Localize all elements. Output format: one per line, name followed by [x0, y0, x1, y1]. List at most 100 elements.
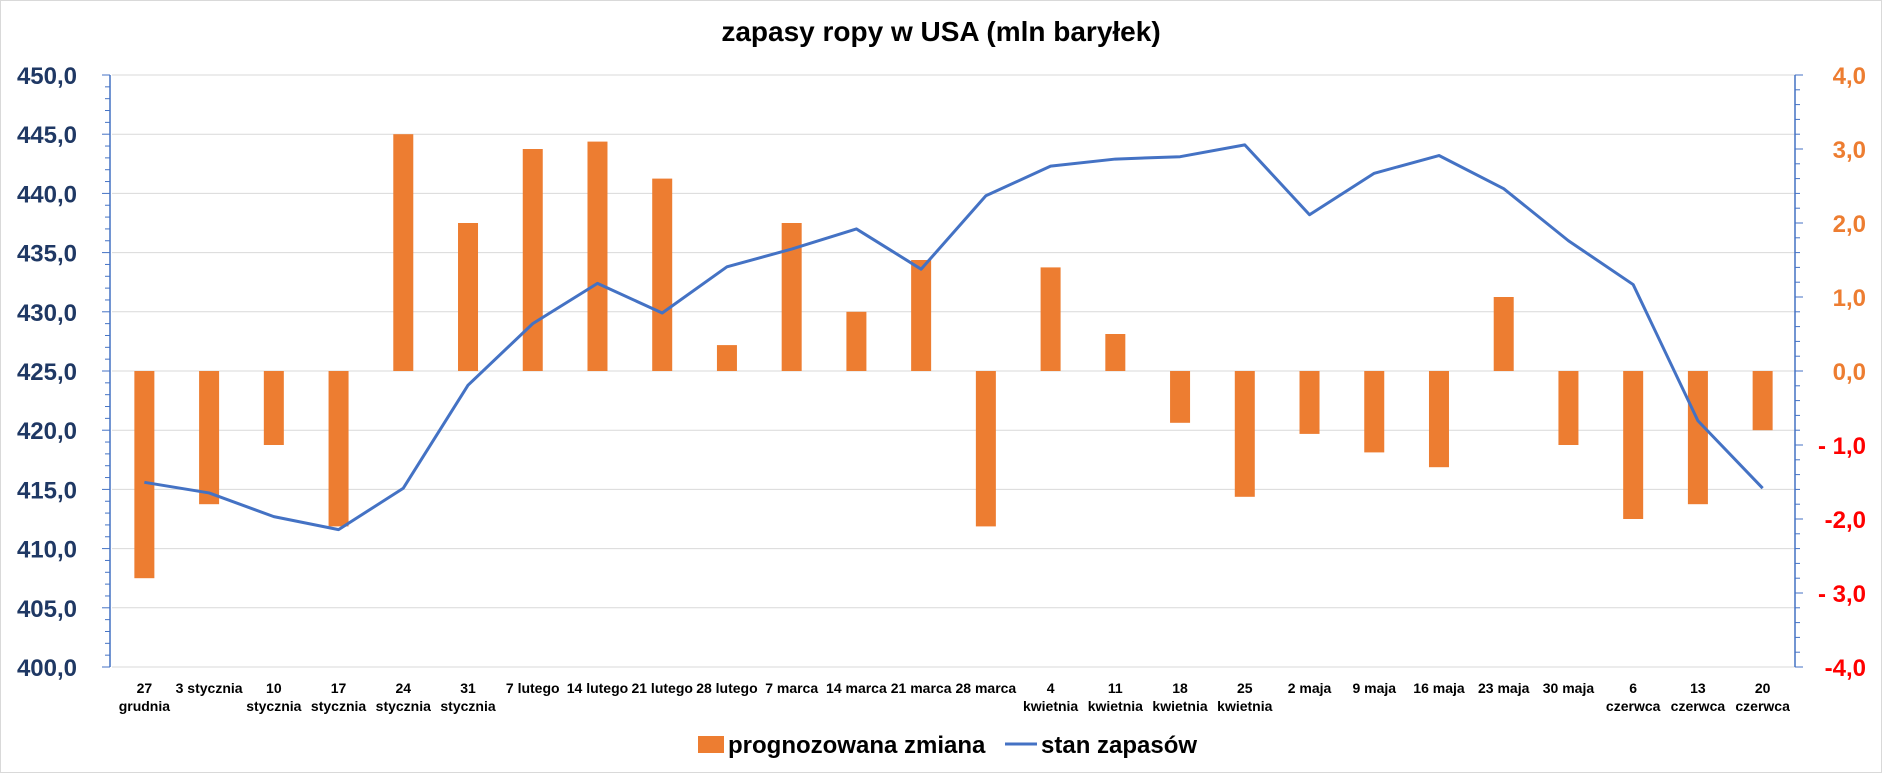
y-left-tick-label: 410,0 [17, 537, 77, 564]
bar-prognozowana-zmiana [1687, 371, 1708, 505]
x-tick-label: 13 czerwca [1671, 680, 1726, 714]
y-right-tick-label: 3,0 [1833, 137, 1866, 164]
line-stan-zapasow [144, 143, 1764, 532]
bar-prognozowana-zmiana [1299, 371, 1320, 434]
bar-prognozowana-zmiana [1493, 297, 1514, 371]
x-tick-label: 3 stycznia [176, 680, 243, 696]
bar-prognozowana-zmiana [1170, 371, 1191, 423]
x-tick-label-line: 28 marca [956, 680, 1017, 696]
x-tick-label-line: 21 lutego [631, 680, 692, 696]
y-right-tick-label: - 3,0 [1818, 581, 1866, 608]
bar-prognozowana-zmiana [263, 371, 284, 445]
x-tick-label-line: stycznia [376, 698, 431, 714]
x-tick-label-line: czerwca [1735, 698, 1790, 714]
y-right-tick-label: - 1,0 [1818, 433, 1866, 460]
y-right-tick-label: 1,0 [1833, 285, 1866, 312]
x-tick-label: 18 kwietnia [1152, 680, 1207, 714]
bar-prognozowana-zmiana [1752, 371, 1773, 431]
x-tick-label-line: kwietnia [1152, 698, 1207, 714]
x-tick-label-line: 16 maja [1413, 680, 1465, 696]
x-tick-label-line: 6 [1629, 680, 1637, 696]
x-tick-label: 20 czerwca [1735, 680, 1790, 714]
bar-prognozowana-zmiana [393, 134, 414, 371]
x-tick-label: 23 maja [1478, 680, 1530, 696]
x-tick-label-line: czerwca [1671, 698, 1726, 714]
x-tick-label: 24 stycznia [376, 680, 431, 714]
legend-bar-label: prognozowana zmiana [728, 732, 986, 759]
x-tick-label-line: stycznia [311, 698, 366, 714]
x-tick-label-line: 10 [266, 680, 282, 696]
bar-prognozowana-zmiana [522, 149, 543, 371]
bar-series [134, 134, 1773, 579]
x-tick-label: 11 kwietnia [1088, 680, 1143, 714]
bar-prognozowana-zmiana [846, 311, 867, 371]
x-tick-label: 31 stycznia [440, 680, 495, 714]
y-right-tick-label: 4,0 [1833, 63, 1866, 90]
x-tick-label-line: kwietnia [1023, 698, 1078, 714]
x-tick-label: 17 stycznia [311, 680, 366, 714]
x-tick-label-line: 7 lutego [506, 680, 560, 696]
x-tick-label-line: 21 marca [891, 680, 952, 696]
y-left-tick-label: 425,0 [17, 359, 77, 386]
x-tick-label: 6 czerwca [1606, 680, 1661, 714]
legend-line-label: stan zapasów [1041, 732, 1197, 759]
bar-prognozowana-zmiana [1428, 371, 1449, 468]
x-tick-label-line: kwietnia [1217, 698, 1272, 714]
x-tick-label-line: 14 lutego [567, 680, 628, 696]
gridlines [112, 74, 1795, 668]
y-left-tick-label: 415,0 [17, 477, 77, 504]
x-tick-label-line: stycznia [440, 698, 495, 714]
y-left-tick-label: 430,0 [17, 300, 77, 327]
x-tick-label-line: 4 [1047, 680, 1055, 696]
x-tick-label: 25 kwietnia [1217, 680, 1272, 714]
bar-prognozowana-zmiana [199, 371, 220, 505]
x-tick-label-line: grudnia [119, 698, 171, 714]
bar-prognozowana-zmiana [1558, 371, 1579, 445]
x-tick-label: 16 maja [1413, 680, 1465, 696]
chart-title: zapasy ropy w USA (mln baryłek) [721, 16, 1160, 47]
legend-bar-swatch [698, 736, 724, 753]
x-tick-label-line: stycznia [246, 698, 301, 714]
x-tick-label-line: 28 lutego [696, 680, 757, 696]
bar-prognozowana-zmiana [458, 223, 479, 371]
bar-prognozowana-zmiana [1234, 371, 1255, 497]
y-left-tick-label: 435,0 [17, 241, 77, 268]
x-tick-label: 7 lutego [506, 680, 560, 696]
x-tick-label-line: 30 maja [1543, 680, 1595, 696]
bar-prognozowana-zmiana [911, 260, 932, 371]
y-right-tick-label: -2,0 [1825, 507, 1866, 534]
x-tick-label: 4 kwietnia [1023, 680, 1078, 714]
x-tick-label: 14 lutego [567, 680, 628, 696]
x-tick-label-line: 27 [137, 680, 153, 696]
bar-prognozowana-zmiana [975, 371, 996, 527]
x-tick-label-line: 9 maja [1352, 680, 1396, 696]
x-tick-label-line: 14 marca [826, 680, 887, 696]
y-left-tick-label: 400,0 [17, 655, 77, 682]
x-tick-label-line: 20 [1755, 680, 1771, 696]
x-tick-label-line: 17 [331, 680, 347, 696]
bar-prognozowana-zmiana [716, 345, 737, 371]
x-tick-label: 7 marca [765, 680, 818, 696]
bar-prognozowana-zmiana [1105, 334, 1126, 371]
x-tick-label: 14 marca [826, 680, 887, 696]
x-tick-label-line: 13 [1690, 680, 1706, 696]
y-left-tick-label: 450,0 [17, 63, 77, 90]
x-tick-label: 30 maja [1543, 680, 1595, 696]
bar-prognozowana-zmiana [1040, 267, 1061, 371]
bar-prognozowana-zmiana [134, 371, 155, 579]
x-tick-label-line: 11 [1108, 680, 1123, 696]
line-series [144, 143, 1764, 532]
x-tick-label: 10 stycznia [246, 680, 301, 714]
y-left-tick-label: 440,0 [17, 181, 77, 208]
y-right-tick-label: -4,0 [1825, 655, 1866, 682]
bar-prognozowana-zmiana [1364, 371, 1385, 453]
y-left-tick-label: 405,0 [17, 596, 77, 623]
x-tick-label-line: 23 maja [1478, 680, 1530, 696]
x-tick-label-line: 3 stycznia [176, 680, 243, 696]
bar-prognozowana-zmiana [1623, 371, 1644, 519]
x-tick-label-line: czerwca [1606, 698, 1661, 714]
axes: 450,0 445,0 440,0 435,0 430,0 425,0 420,0 415,0… [17, 63, 1866, 714]
x-tick-label-line: 2 maja [1288, 680, 1332, 696]
